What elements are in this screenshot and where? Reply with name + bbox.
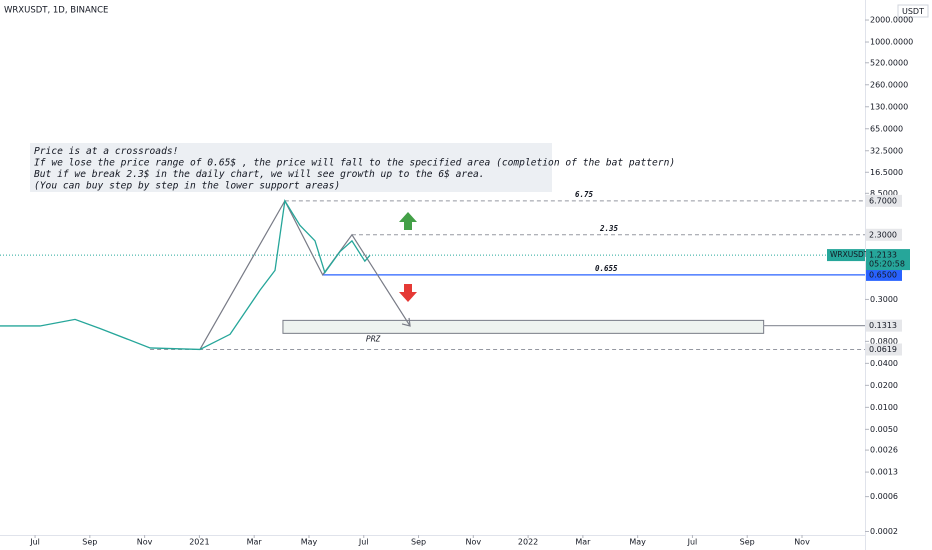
x-tick-label: Jul [358, 538, 369, 547]
y-tick-label: 0.0006 [870, 492, 898, 501]
y-tick-label: 0.0800 [870, 337, 898, 346]
x-tick-label: May [629, 538, 646, 547]
x-tick-label: Mar [247, 538, 263, 547]
y-tick-label: 2000.0000 [870, 16, 913, 25]
x-tick-label: Mar [575, 538, 591, 547]
annotation-line: If we lose the price range of 0.65$ , th… [34, 158, 675, 169]
pattern-arrowhead [401, 317, 411, 327]
x-tick-label: Nov [465, 538, 481, 547]
level-note: 0.655 [595, 264, 618, 273]
y-tick-label: 16.5000 [870, 168, 903, 177]
y-tick-label: 0.3000 [870, 295, 898, 304]
currency: USDT [902, 7, 924, 16]
prz-box [282, 319, 765, 334]
pattern [199, 199, 411, 350]
x-tick-label: 2021 [189, 538, 209, 547]
price-label: 0.6500 [869, 270, 897, 279]
annotation-box [30, 143, 552, 192]
annotation-line: (You can buy step by step in the lower s… [34, 181, 340, 192]
price-label-bg [866, 268, 902, 281]
x-tick-label: Sep [82, 538, 97, 547]
x-tick-label: Jul [687, 538, 698, 547]
x-tick-label: 2022 [518, 538, 538, 547]
price-label-bg [866, 319, 902, 332]
up-arrow [399, 212, 417, 230]
price-line [0, 198, 371, 351]
prz-label: PRZ [366, 334, 381, 343]
y-tick-label: 520.0000 [870, 58, 908, 67]
y-tick-label: 0.0002 [870, 527, 898, 536]
price-label: 2.3000 [869, 230, 897, 239]
y-tick-label: 8.5000 [870, 189, 898, 198]
y-tick-label: 130.0000 [870, 102, 908, 111]
currency-box [897, 4, 929, 18]
y-tick-label: 0.0400 [870, 359, 898, 368]
y-tick-label: 32.5000 [870, 146, 903, 155]
x-tick-label: Sep [411, 538, 426, 547]
price-label: 0.1313 [869, 321, 897, 330]
y-tick-label: 0.0050 [870, 425, 898, 434]
price-label: 6.7000 [869, 196, 897, 205]
countdown: 05:20:58 [869, 260, 905, 269]
y-tick-label: 65.0000 [870, 124, 903, 133]
y-tick-label: 1000.0000 [870, 38, 913, 47]
symbol-label-bg [827, 249, 865, 262]
x-tick-label: Jul [29, 538, 40, 547]
price-label-bg [866, 228, 902, 241]
y-tick-label: 0.0026 [870, 446, 898, 455]
y-tick-label: 0.0200 [870, 381, 898, 390]
last-price-bg [866, 249, 910, 271]
annotation-line: But if we break 2.3$ in the daily chart,… [34, 169, 485, 180]
x-tick-label: Nov [794, 538, 810, 547]
last-price-label: 1.2133 [869, 251, 897, 260]
chart-title: WRXUSDT, 1D, BINANCE [4, 6, 108, 16]
level-note: 2.35 [599, 224, 619, 233]
price-label-bg [866, 343, 902, 356]
down-arrow [399, 284, 417, 302]
y-tick-label: 0.0013 [870, 468, 898, 477]
x-tick-label: Nov [137, 538, 153, 547]
price-label-bg [866, 194, 902, 207]
symbol-label: WRXUSDT [830, 250, 869, 259]
level-note: 6.75 [575, 190, 594, 199]
y-tick-label: 0.0100 [870, 403, 898, 412]
x-tick-label: Sep [740, 538, 755, 547]
annotation-line: Price is at a crossroads! [34, 146, 178, 157]
y-tick-label: 260.0000 [870, 80, 908, 89]
x-tick-label: May [301, 538, 318, 547]
price-label: 0.0619 [869, 345, 897, 354]
